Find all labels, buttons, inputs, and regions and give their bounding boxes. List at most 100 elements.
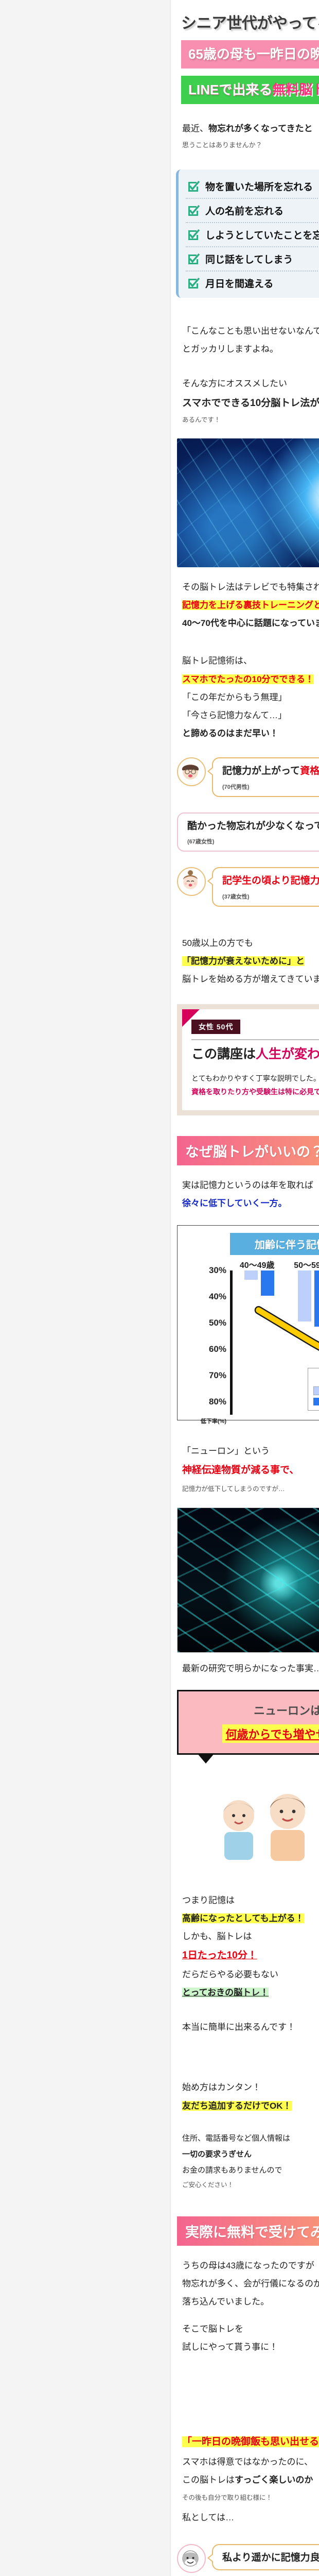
review-title-black: この講座は [191,1047,256,1062]
block-g: つまり記憶は 高齢になったとしても上がる！ しかも、脳トレは 1日たった10分！… [171,1892,319,2036]
testimonial-bubble: 記憶力が上がって資格試験に合格！ (70代男性) [207,757,319,797]
block-d-line-2: 「記憶力が衰えないために」と [182,956,305,967]
chart-bar-group [233,1270,286,1415]
block-e-line-3: 記憶力が低下してしまうのですが… [182,1485,285,1493]
block-h-line-1: 始め方はカンタン！ [182,2082,261,2093]
block-h-line-5: お金の請求もありませんので [182,2166,282,2175]
why-line-1: 実は記憶力というのは年を取れば [182,1180,313,1190]
landing-page: シニア世代がやってる 65歳の母も一昨日の晩御飯を思い出せる！ LINEで出来る… [171,0,319,2576]
block-h-line-3: 住所、電話番号など個人情報は [182,2133,291,2143]
block-b: その脳トレ法はテレビでも特集され、 記憶力を上げる裏技トレーニングとして 40〜… [171,579,319,632]
hero-line-label: LINEで出来る [188,82,273,98]
testimonial-author: (70代男性) [222,784,250,790]
block-c-line-5: と諦めるのはまだ早い！ [182,728,278,738]
chart-y-axis-label: 低下率(%) [200,1418,226,1425]
checklist-item: 月日を間違える [186,272,319,295]
block-a-line-2: とガッカリしますよね。 [182,344,278,354]
chart-y-tick: 30% [208,1265,226,1275]
block-c-line-1: 脳トレ記憶術は、 [182,656,252,666]
legend-swatch-after-1h [313,1397,319,1405]
callout-line-1: ニューロンは [253,1704,319,1717]
chart-category: 50〜59歳 [294,1261,319,1270]
block-g-line-4: 1日たった10分！ [182,1950,257,1961]
testimonial-text: 記学生の頃より記憶力が上がった！ [222,875,319,887]
chart-category: 40〜49歳 [239,1261,275,1270]
block-d-line-1: 50歳以上の方でも [182,938,253,948]
testimonial-item: 記学生の頃より記憶力が上がった！ (37歳女性) [177,867,319,907]
checklist-item: 人の名前を忘れる [186,199,319,224]
block-i-emphasis: すっごく楽しいのか [235,2475,313,2485]
young-woman-avatar [177,867,206,896]
chart-legend-row: 紹介1時間後 [313,1396,319,1407]
checkbox-checked-icon [187,228,200,242]
chart-y-tick: 60% [208,1344,226,1354]
intro-section: 最近、物忘れが多くなってきたと 思うことはありませんか？ [171,121,319,152]
section-heading-free-trial: 実際に無料で受けてみた！ [177,2216,319,2246]
chart-bars [233,1270,319,1415]
block-c-line-3: 「この年だからもう無理」 [182,692,287,702]
checklist-item: 同じ話をしてしまう [186,247,319,272]
memory-decline-chart: 加齢に伴う記憶力の低下 40〜49歳 50〜59歳 60〜69歳 30% 40%… [177,1225,319,1425]
testimonial-bubble: 酷かった物忘れが少なくなってきた！ (67歳女性) [177,812,319,852]
block-f-line-1: 最新の研究で明らかになった事実… [182,1664,319,1674]
review-divider [191,1039,319,1041]
chart-category-labels: 40〜49歳 50〜59歳 60〜69歳 [230,1258,319,1270]
free-line-5: 試しにやって貰う事に！ [182,2342,278,2352]
checklist-item: しようとしていたことを忘れる [186,223,319,248]
block-c-line-2: スマホでたったの10分でできる！ [182,674,314,684]
why-line-2: 徐々に低下していく一方。 [182,1198,287,1208]
block-g-line-1: つまり記憶は [182,1895,235,1905]
block-c-line-4: 「今さら記憶力なんて…」 [182,710,287,720]
neuron-image [177,1507,319,1653]
review-title: この講座は人生が変わる [191,1046,319,1062]
corner-ribbon-icon [182,1009,200,1027]
block-a-line-3: そんな方にオススメしたい [182,379,287,389]
testimonial-author: (67歳女性) [187,839,215,845]
symptom-checklist: 物を置いた場所を忘れる 人の名前を忘れる しようとしていたことを忘れる 同じ話を… [176,170,319,298]
chart-bar-immediate [244,1270,258,1280]
checkbox-checked-icon [187,180,200,193]
block-f: 最新の研究で明らかになった事実… [171,1660,319,1677]
hero-band-pink: 65歳の母も一昨日の晩御飯を思い出せる！ [181,40,319,69]
neuron-callout: ニューロンは 何歳からでも増やせる！ [177,1689,319,1764]
free-line-3: 落ち込んでいました。 [182,2297,270,2307]
review-card-inner: 女性 50代 この講座は人生が変わる とてもわかりやすく丁寧な説明でした。 資格… [182,1009,319,1110]
hero-title: シニア世代がやってる [181,15,319,32]
block-i-line-5: 私としては… [182,2513,235,2523]
block-b-line-3: 40〜70代を中心に話題になっています。 [182,618,319,629]
testimonial-text: 記憶力が上がって資格試験に合格！ [222,765,319,778]
hero-free-braintraining-label: 無料脳トレ [272,82,319,98]
review-body-line-2: 資格を取りたり方や受験生は特に必見です！ [191,1087,319,1096]
checklist-item: 物を置いた場所を忘れる [186,175,319,199]
self-testimonial-bubble: 私より遥かに記憶力良いじゃん！ [207,2544,319,2571]
free-line-6: 結果… [182,2369,319,2386]
checkbox-checked-icon [187,204,200,217]
review-body: とてもわかりやすく丁寧な説明でした。 資格を取りたり方や受験生は特に必見です！ [191,1072,319,1099]
block-b-line-1: その脳トレ法はテレビでも特集され、 [182,582,319,592]
block-a-line-1: 「こんなことも思い出せないなんて…」 [182,326,319,336]
checklist-item-label: しようとしていたことを忘れる [205,230,319,242]
chart-bar-immediate [297,1270,311,1321]
block-i: 「一昨日の晩御飯も思い出せるわ！」 スマホは得意ではなかったのに、 この脳トレは… [171,2432,319,2527]
block-g-line-5: だらだらやる必要もない [182,1969,278,1979]
chart-legend-title: 名前の記憶 [313,1371,319,1384]
chart-y-tick: 70% [208,1370,226,1380]
block-a: 「こんなことも思い出せないなんて…」 とガッカリしますよね。 そんな方にオススメ… [171,323,319,426]
block-i-line-3: この脳トレはすっごく楽しいのか [182,2475,313,2485]
testimonial-author: (37歳女性) [222,894,250,901]
chart-y-axis: 30% 40% 50% 60% 70% 80% 低下率(%) [185,1265,229,1425]
review-title-magenta: 人生が変わる [256,1047,319,1062]
testimonial-highlight: 資格試験に合格！ [300,766,319,777]
block-g-line-7: 本当に簡単に出来るんです！ [182,2022,296,2032]
intro-line-2: 思うことはありませんか？ [182,141,262,149]
block-i-line-4: その後も自分で取り組む様に！ [182,2494,273,2502]
block-e-line-1: 「ニューロン」という [182,1446,270,1456]
block-h-line-4: 一切の要求うぎせん [182,2149,252,2159]
block-g-line-2: 高齢になったとしても上がる！ [182,1913,304,1923]
free-line-1: うちの母は43歳になったのですが [182,2260,314,2270]
block-c: 脳トレ記憶術は、 スマホでたったの10分でできる！ 「この年だからもう無理」 「… [171,652,319,742]
block-g-line-3: しかも、脳トレは [182,1931,252,1941]
chart-legend-row: 紹介直後 [313,1385,319,1396]
callout-line-2: 何歳からでも増やせる！ [222,1724,319,1743]
